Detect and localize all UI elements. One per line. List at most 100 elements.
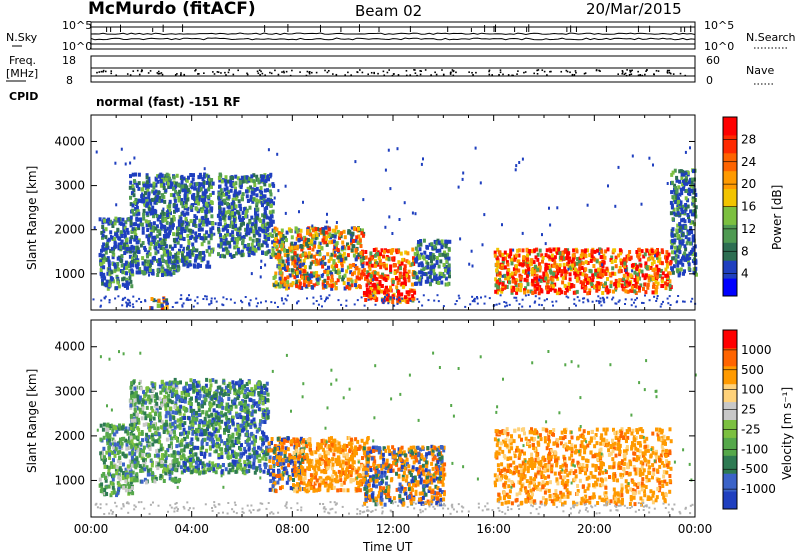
heatmap-cell xyxy=(326,272,330,277)
heatmap-cell xyxy=(496,279,499,284)
heatmap-cell xyxy=(147,422,151,427)
freq-dot xyxy=(140,70,143,73)
heatmap-cell xyxy=(174,205,178,210)
near-range-speckle xyxy=(690,300,693,303)
heatmap-cell xyxy=(287,268,291,272)
heatmap-cell xyxy=(526,289,530,294)
heatmap-cell xyxy=(659,268,663,273)
near-range-speckle xyxy=(383,297,386,300)
near-range-speckle xyxy=(498,302,501,305)
heatmap-cell xyxy=(109,230,113,235)
freq-dot xyxy=(228,69,231,71)
sparse-speckle xyxy=(601,263,604,267)
freq-dot xyxy=(332,73,334,75)
near-range-speckle xyxy=(578,299,581,302)
heatmap-cell xyxy=(232,202,236,207)
heatmap-cell xyxy=(100,248,103,253)
heatmap-cell xyxy=(167,259,171,264)
heatmap-cell xyxy=(150,297,154,301)
heatmap-cell xyxy=(145,199,149,204)
heatmap-cell xyxy=(157,432,161,437)
heatmap-cell xyxy=(624,289,628,294)
sparse-speckle xyxy=(457,185,460,189)
heatmap-cell xyxy=(110,277,114,282)
heatmap-cell xyxy=(654,249,658,254)
heatmap-cell xyxy=(164,414,168,419)
freq-dot xyxy=(258,69,261,72)
heatmap-cell xyxy=(403,267,406,272)
heatmap-cell xyxy=(226,201,229,206)
heatmap-cell xyxy=(233,211,237,216)
heatmap-cell xyxy=(132,188,136,193)
heatmap-cell xyxy=(142,193,145,198)
heatmap-cell xyxy=(150,197,154,202)
heatmap-cell xyxy=(105,464,109,469)
heatmap-cell xyxy=(168,208,172,213)
heatmap-cell xyxy=(221,253,224,258)
heatmap-cell xyxy=(302,282,306,287)
heatmap-cell xyxy=(184,204,188,209)
near-range-speckle xyxy=(418,300,421,303)
heatmap-cell xyxy=(673,245,677,250)
near-range-speckle xyxy=(476,297,479,300)
heatmap-cell xyxy=(168,178,172,183)
heatmap-cell xyxy=(395,248,398,253)
heatmap-cell xyxy=(274,232,278,237)
heatmap-cell xyxy=(298,285,302,290)
heatmap-cell xyxy=(690,180,694,185)
heatmap-cell xyxy=(172,271,176,275)
heatmap-cell xyxy=(385,256,389,261)
heatmap-cell xyxy=(288,246,292,251)
near-range-speckle xyxy=(189,298,192,301)
heatmap-cell xyxy=(669,200,673,205)
heatmap-cell xyxy=(110,465,114,469)
heatmap-cell xyxy=(155,449,159,454)
heatmap-cell xyxy=(503,285,507,290)
heatmap-cell xyxy=(249,185,252,190)
heatmap-cell xyxy=(342,281,346,286)
near-range-speckle xyxy=(421,304,424,307)
near-range-speckle xyxy=(437,300,440,303)
heatmap-cell xyxy=(412,275,416,279)
near-range-speckle xyxy=(603,301,606,304)
heatmap-cell xyxy=(172,238,176,242)
heatmap-cell xyxy=(173,420,177,425)
heatmap-cell xyxy=(586,261,590,265)
heatmap-cell xyxy=(160,241,164,246)
heatmap-cell xyxy=(676,204,680,209)
heatmap-cell xyxy=(237,250,241,255)
heatmap-cell xyxy=(102,242,106,247)
heatmap-cell xyxy=(359,251,363,255)
sparse-speckle xyxy=(384,168,387,172)
heatmap-cell xyxy=(238,218,242,222)
freq-dot xyxy=(261,72,264,75)
heatmap-cell xyxy=(294,226,298,231)
heatmap-cell xyxy=(302,269,306,274)
heatmap-cell xyxy=(676,236,680,240)
heatmap-cell xyxy=(150,183,154,188)
heatmap-cell xyxy=(496,247,500,252)
heatmap-cell xyxy=(146,228,150,232)
heatmap-cell xyxy=(231,197,235,202)
heatmap-cell xyxy=(129,426,133,431)
heatmap-cell xyxy=(376,271,380,276)
heatmap-cell xyxy=(106,438,109,443)
near-range-speckle xyxy=(337,299,340,302)
heatmap-cell xyxy=(263,235,267,239)
heatmap-cell xyxy=(217,230,221,235)
near-range-speckle xyxy=(591,300,594,303)
heatmap-cell xyxy=(124,476,128,481)
heatmap-cell xyxy=(140,222,144,227)
heatmap-cell xyxy=(100,487,104,492)
near-range-speckle xyxy=(656,295,659,297)
near-range-speckle xyxy=(386,294,388,297)
near-range-speckle xyxy=(125,301,128,304)
heatmap-cell xyxy=(639,283,643,288)
heatmap-cell xyxy=(195,187,199,192)
heatmap-cell xyxy=(296,257,300,262)
heatmap-cell xyxy=(110,221,114,226)
heatmap-cell xyxy=(687,231,691,236)
heatmap-cell xyxy=(227,205,231,210)
heatmap-cell xyxy=(168,476,172,481)
heatmap-cell xyxy=(403,264,407,269)
